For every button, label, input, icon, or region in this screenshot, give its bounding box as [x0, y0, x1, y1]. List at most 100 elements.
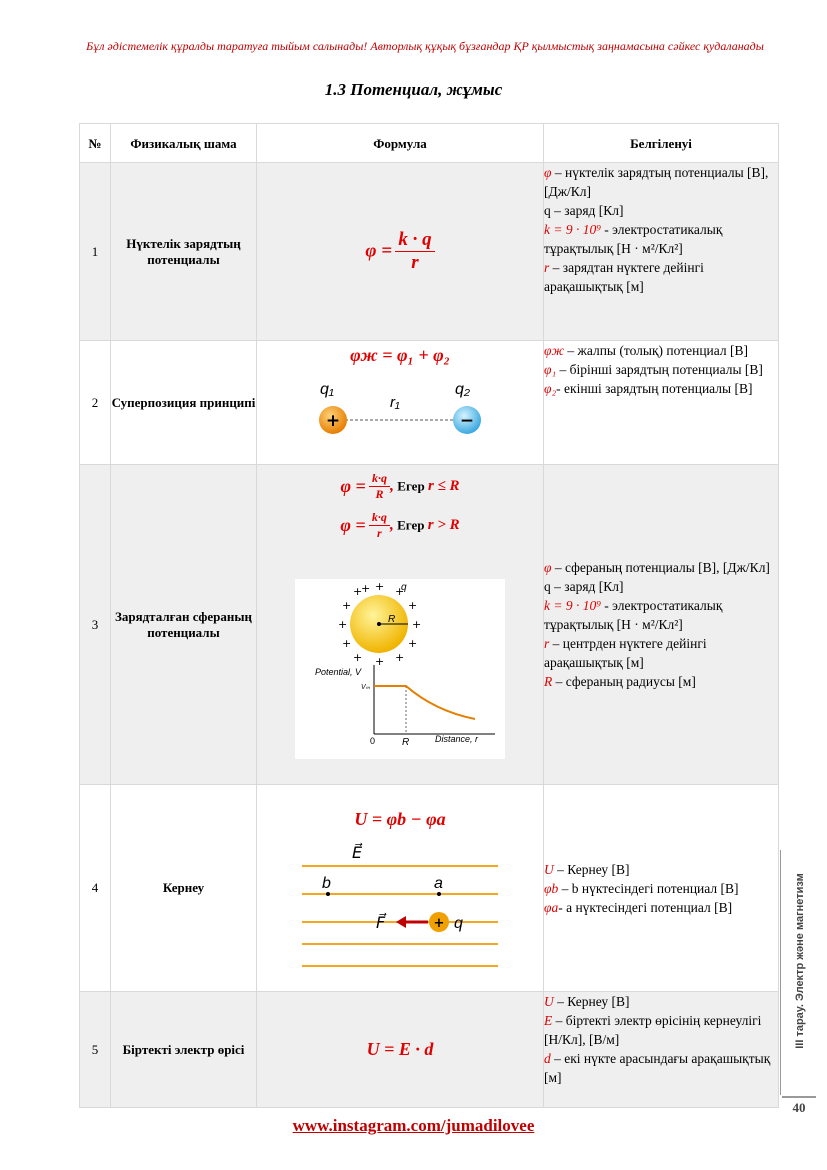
symbol: φ₁ [544, 362, 557, 377]
sphere-q-label: q [401, 582, 407, 593]
point-b-label: b [322, 875, 331, 892]
fraction-numerator: k·q [368, 510, 390, 526]
symbol: φb [544, 880, 559, 896]
section-title: 1.3 Потенциал, жұмыс [324, 80, 503, 99]
force-arrowhead [396, 916, 406, 928]
formula-cell: φж = φ₁ + φ₂ q₁ q₂ r₁ + − [256, 340, 544, 465]
table-row: 3 Зарядталған сфераның потенциалы φ = k·… [79, 464, 779, 785]
origin-label: 0 [370, 736, 375, 746]
row-number: 1 [79, 162, 111, 341]
point-a [437, 892, 441, 896]
notation-line: E – біртекті электр өрісінің кернеулігі … [544, 1011, 778, 1049]
test-charge-sign: + [434, 916, 445, 931]
row-number: 5 [79, 991, 111, 1108]
quantity-name: Зарядталған сфераның потенциалы [110, 464, 257, 785]
field-voltage-formula: U = E · d [366, 1039, 434, 1059]
symbol-meaning: – зарядтан нүктеге дейінгі арақашықтық [… [544, 260, 704, 294]
symbol: U [544, 994, 554, 1009]
svg-text:+: + [342, 637, 351, 650]
symbol-meaning: q – заряд [Кл] [544, 579, 624, 594]
symbol: k = 9 · 10⁹ [544, 598, 601, 613]
chapter-title: III тарау. Электр және магнетизм [794, 873, 806, 1049]
q1-label: q₁ [320, 381, 334, 398]
notation-line: U – Кернеу [В] [544, 992, 778, 1011]
table-row: 1 Нүктелік зарядтың потенциалы φ = k · q… [79, 162, 779, 341]
test-charge [429, 912, 449, 932]
formula-outside: φ = k·q r, Егер r > R [340, 510, 460, 540]
x-axis-label: Distance, r [435, 734, 479, 744]
symbol: R [544, 674, 553, 689]
svg-text:+: + [408, 599, 417, 612]
formula-fraction: k·q R [369, 471, 391, 502]
formula-cell: φ = k·q R, Егер r ≤ R φ = k·q r, Егер r > … [256, 464, 544, 785]
notation-line: q – заряд [Кл] [544, 577, 778, 596]
svg-text:+: + [342, 599, 351, 612]
field-vector-label: E⃗ [352, 842, 363, 862]
symbol-meaning: – b нүктесіндегі потенциал [В] [558, 880, 739, 896]
notation-line: φж – жалпы (толық) потенциал [В] [544, 341, 778, 360]
point-b [326, 892, 330, 896]
svg-text:+: + [408, 637, 417, 650]
negative-charge [453, 406, 481, 434]
table-row: 4 Кернеу U = φb − φa E⃗ b a F⃗ [79, 784, 779, 992]
minus-sign: − [460, 411, 474, 431]
symbol-meaning: - екінші зарядтың потенциалы [В] [556, 381, 753, 396]
plus-sign: + [326, 411, 340, 431]
vm-label: Vₘ [361, 684, 371, 691]
fraction-denominator: r [377, 526, 382, 540]
notation-line: φ₁ – бірінші зарядтың потенциалы [В] [544, 360, 778, 379]
condition-word: Егер [397, 478, 425, 494]
notation-line: q – заряд [Кл] [544, 201, 778, 220]
svg-text:+: + [395, 585, 404, 598]
notation-line: φb – b нүктесіндегі потенциал [В] [544, 879, 778, 898]
symbol-meaning: - электростатикалық тұрақтылық [Н · м²/К… [544, 222, 723, 256]
svg-text:+: + [375, 655, 384, 668]
quantity-name: Кернеу [110, 784, 257, 992]
symbol: r [544, 260, 550, 275]
symbol: φa [544, 899, 559, 915]
point-a-label: a [434, 875, 443, 892]
condition-word: Егер [397, 517, 425, 533]
voltage-formula: U = φb − φa [354, 809, 446, 829]
test-charge-label: q [454, 915, 463, 932]
notation-cell: φж – жалпы (толық) потенциал [В] φ₁ – бі… [543, 340, 779, 465]
surface-charges: + + + +++ +++ +++ + [338, 580, 421, 668]
svg-text:+: + [338, 618, 347, 631]
formula-lhs: φ = [340, 476, 366, 496]
notation-line: U – Кернеу [В] [544, 860, 778, 879]
fraction-numerator: k·q [369, 471, 391, 487]
instagram-link[interactable]: www.instagram.com/jumadilovee [292, 1116, 535, 1135]
formula-inside: φ = k·q R, Егер r ≤ R [340, 471, 460, 502]
symbol: r [544, 636, 550, 651]
notation-line: φ – сфераның потенциалы [В], [Дж/Кл] [544, 558, 778, 577]
r-tick-label: R [402, 737, 409, 748]
r1-label: r₁ [390, 394, 400, 411]
header-number: № [79, 123, 111, 163]
svg-text:+: + [353, 585, 362, 598]
notation-line: r – зарядтан нүктеге дейінгі арақашықтық… [544, 258, 778, 296]
fraction-denominator: R [375, 487, 384, 501]
copyright-notice: Бұл әдістемелік құралды таратуға тыйым с… [86, 39, 764, 53]
symbol-meaning: – екі нүкте арасындағы арақашықтық [м] [544, 1051, 771, 1085]
quantity-name: Біртекті электр өрісі [110, 991, 257, 1108]
formula-cell: U = E · d [256, 991, 544, 1108]
potential-curve [374, 685, 476, 720]
sidebar-divider [780, 850, 781, 1095]
quantity-name: Суперпозиция принципі [110, 340, 257, 465]
y-axis-label: Potential, V [315, 667, 362, 677]
header-formula: Формула [256, 123, 544, 163]
table-row: 5 Біртекті электр өрісі U = E · d U – Ке… [79, 991, 779, 1108]
field-lines [302, 865, 498, 967]
svg-text:+: + [375, 580, 384, 593]
chapter-sidebar: III тарау. Электр және магнетизм [785, 850, 815, 1090]
symbol-meaning: q – заряд [Кл] [544, 203, 624, 218]
table-row: 2 Суперпозиция принципі φж = φ₁ + φ₂ q₁ … [79, 340, 779, 465]
sphere-radius-label: R [388, 614, 395, 625]
uniform-field-diagram: E⃗ b a F⃗ + q [302, 842, 498, 967]
header-quantity: Физикалық шама [110, 123, 257, 163]
symbol-meaning: – Кернеу [В] [553, 994, 630, 1009]
svg-text:+: + [395, 651, 404, 664]
condition: r ≤ R [427, 478, 460, 494]
notation-cell: φ – сфераның потенциалы [В], [Дж/Кл] q –… [543, 464, 779, 785]
condition: r > R [427, 517, 460, 533]
